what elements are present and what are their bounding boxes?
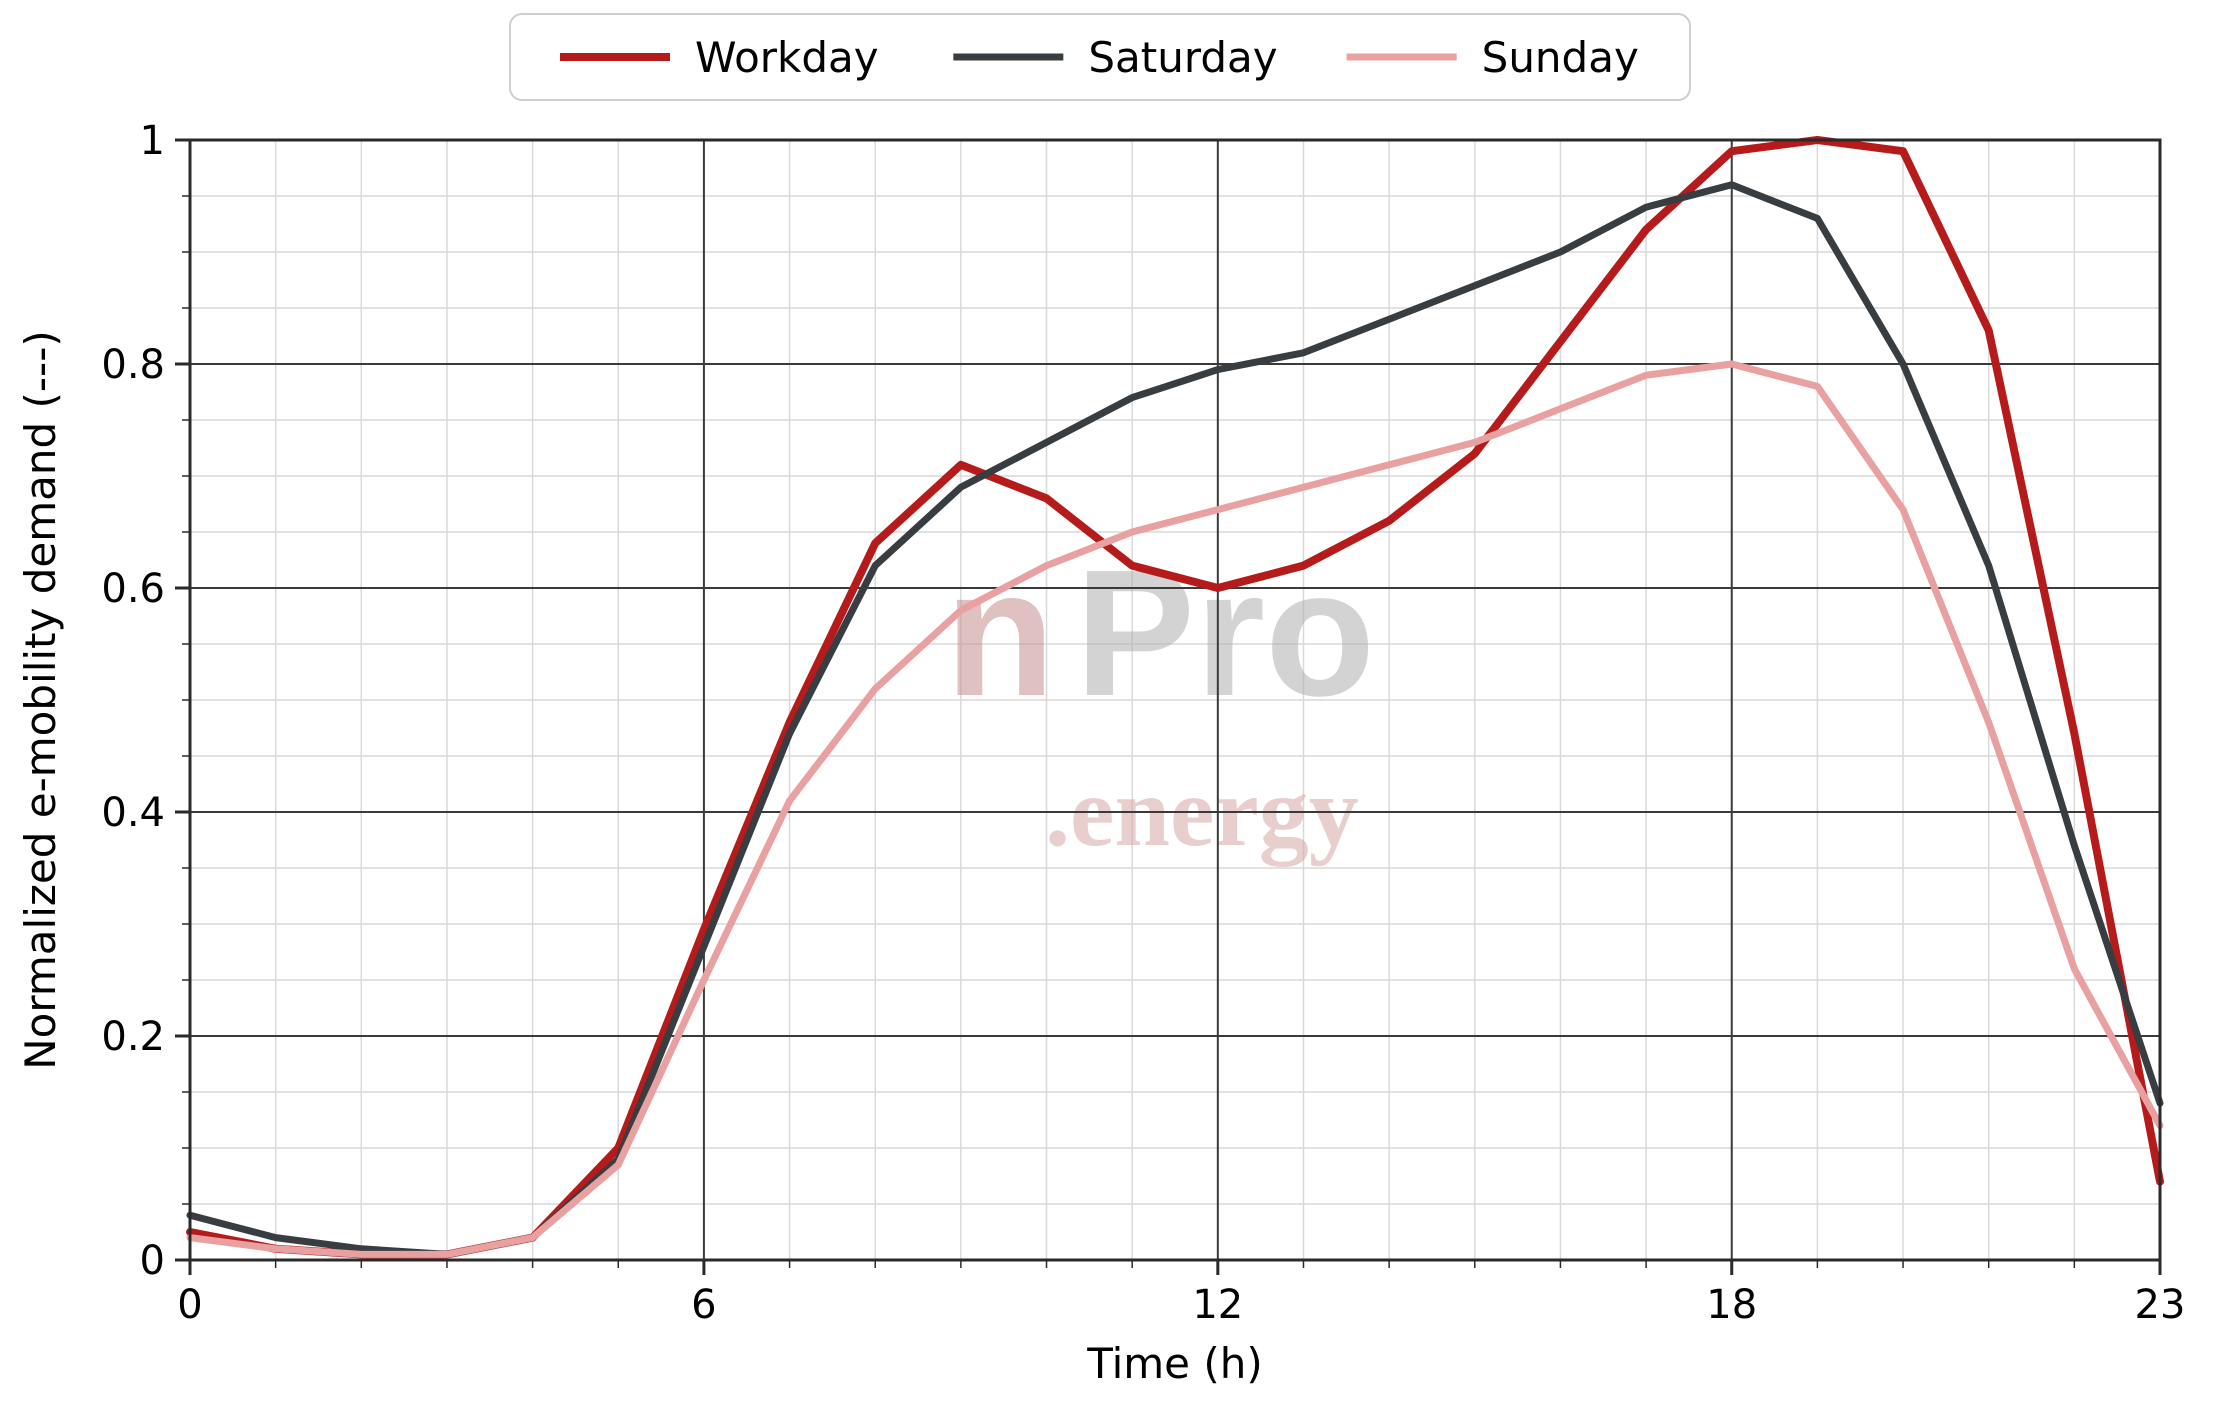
xtick-label: 18 — [1706, 1282, 1757, 1328]
ytick-label: 0 — [140, 1238, 165, 1284]
xtick-label: 12 — [1192, 1282, 1243, 1328]
x-axis-label: Time (h) — [1086, 1339, 1263, 1388]
legend-label: Workday — [695, 33, 879, 82]
chart-svg: nPro.energy0612182300.20.40.60.81Time (h… — [0, 0, 2216, 1424]
ytick-label: 0.2 — [101, 1014, 165, 1060]
xtick-label: 0 — [177, 1282, 202, 1328]
legend-label: Saturday — [1088, 33, 1277, 82]
chart-container: nPro.energy0612182300.20.40.60.81Time (h… — [0, 0, 2216, 1424]
legend-label: Sunday — [1482, 33, 1639, 82]
ytick-label: 0.4 — [101, 790, 165, 836]
xtick-label: 6 — [691, 1282, 716, 1328]
y-axis-label: Normalized e-mobility demand (---) — [16, 330, 65, 1070]
xtick-label: 23 — [2135, 1282, 2186, 1328]
ytick-label: 0.8 — [101, 342, 165, 388]
watermark-n: n — [945, 533, 1055, 734]
ytick-label: 0.6 — [101, 566, 165, 612]
watermark-pro: Pro — [1075, 533, 1375, 734]
ytick-label: 1 — [140, 118, 165, 164]
legend: Workday Saturday Sunday — [510, 14, 1690, 100]
